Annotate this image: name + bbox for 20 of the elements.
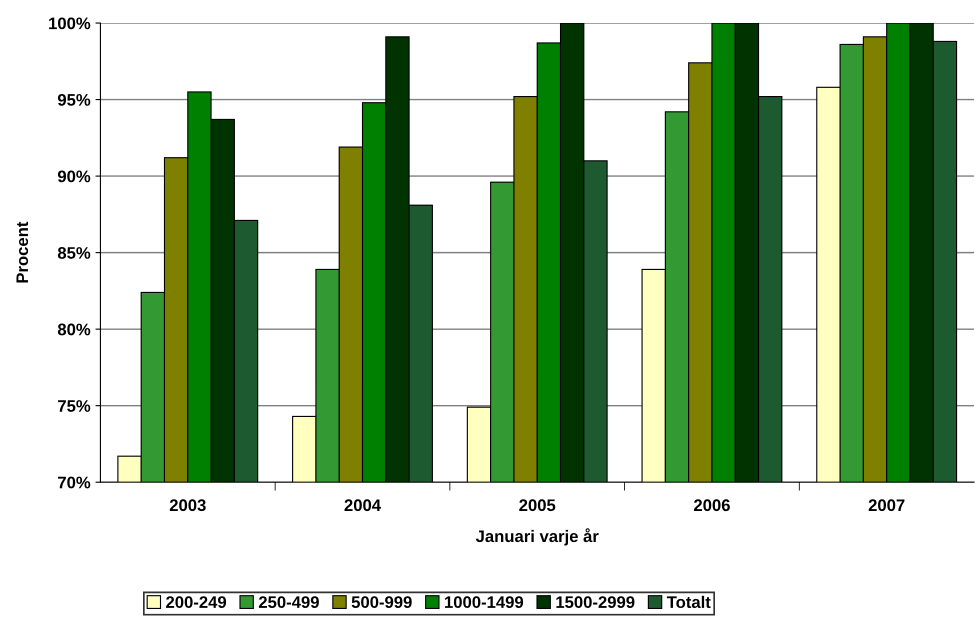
y-tick-label: 90% bbox=[58, 170, 90, 182]
x-tick-label: 2003 bbox=[170, 499, 206, 512]
legend-label: 500-999 bbox=[352, 596, 412, 608]
legend-label: 1500-2999 bbox=[556, 596, 634, 608]
legend-label: 250-499 bbox=[258, 596, 319, 608]
y-tick-label: 100% bbox=[49, 17, 90, 30]
legend-label: 1000-1499 bbox=[445, 596, 524, 608]
y-tick-label: 85% bbox=[58, 247, 90, 259]
y-tick-label: 95% bbox=[58, 94, 90, 106]
x-tick-label: 2004 bbox=[344, 499, 381, 512]
legend-label: Totalt bbox=[666, 596, 711, 608]
x-axis-title: Januari varje år bbox=[476, 528, 599, 546]
legend-label: 200-249 bbox=[166, 596, 226, 608]
y-tick-label: 80% bbox=[58, 324, 90, 336]
y-tick-label: 70% bbox=[58, 476, 90, 488]
x-tick-label: 2007 bbox=[868, 499, 904, 512]
y-tick-label: 75% bbox=[58, 400, 90, 412]
y-axis-title: Procent bbox=[16, 222, 28, 283]
x-tick-label: 2006 bbox=[694, 499, 730, 512]
x-tick-label: 2005 bbox=[519, 499, 556, 512]
